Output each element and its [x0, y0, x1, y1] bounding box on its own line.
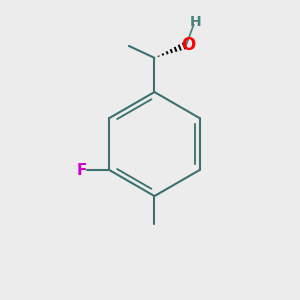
Text: H: H — [189, 16, 201, 29]
Text: F: F — [76, 163, 87, 178]
Text: O: O — [182, 36, 196, 54]
